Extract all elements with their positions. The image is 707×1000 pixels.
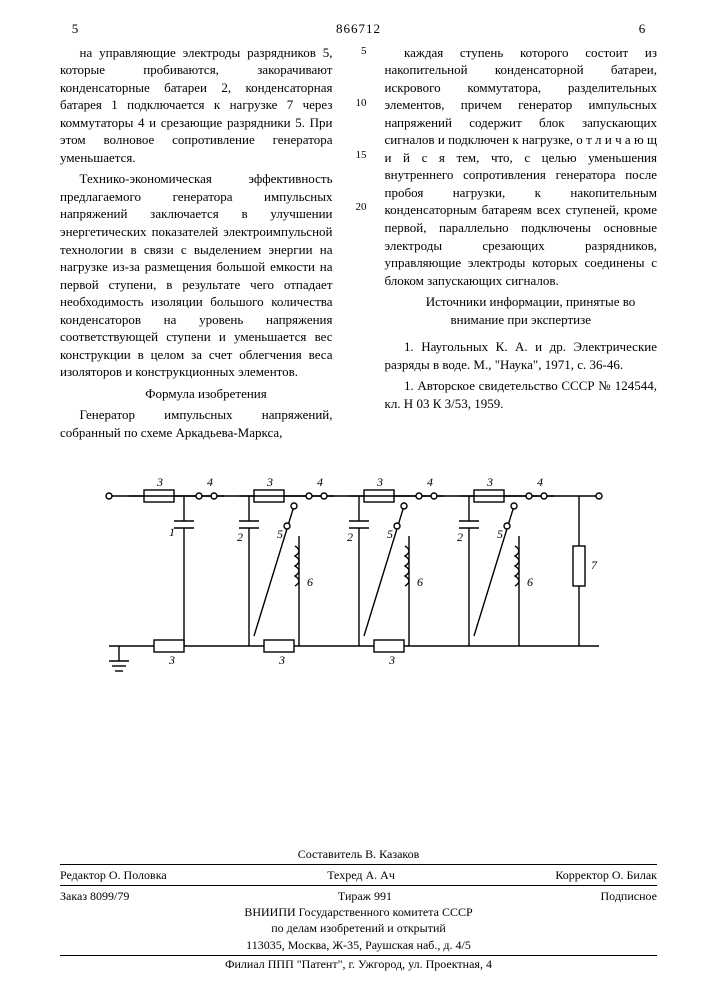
org-line-1: ВНИИПИ Государственного комитета СССР [60, 904, 657, 920]
lbl-3d: 3 [486, 475, 493, 489]
branch: Филиал ППП "Патент", г. Ужгород, ул. Про… [60, 956, 657, 972]
lbl-2c: 2 [457, 530, 463, 544]
page-number-left: 5 [60, 20, 90, 38]
lbl-5b: 5 [387, 527, 393, 541]
lbl-2a: 2 [237, 530, 243, 544]
lbl-5a: 5 [277, 527, 283, 541]
ln-5: 5 [351, 44, 367, 96]
lbl-6b: 6 [417, 575, 423, 589]
circuit-diagram: 3 4 3 4 3 4 3 4 1 2 5 6 2 5 6 2 5 6 7 3 [60, 466, 657, 676]
lbl-4b: 4 [317, 475, 323, 489]
lbl-3g: 3 [388, 653, 395, 667]
left-p3: Генератор импульсных напряжений, собранн… [60, 406, 333, 441]
lbl-4c: 4 [427, 475, 433, 489]
circuit-svg: 3 4 3 4 3 4 3 4 1 2 5 6 2 5 6 2 5 6 7 3 [99, 466, 619, 676]
lbl-2b: 2 [347, 530, 353, 544]
lbl-3b: 3 [266, 475, 273, 489]
document-number: 866712 [90, 20, 627, 38]
lbl-5c: 5 [497, 527, 503, 541]
signed: Подписное [601, 888, 658, 904]
org-line-2: по делам изобретений и открытий [60, 920, 657, 936]
lbl-3a: 3 [156, 475, 163, 489]
lbl-4d: 4 [537, 475, 543, 489]
ln-20: 20 [351, 200, 367, 252]
formula-title: Формула изобретения [60, 385, 333, 403]
right-column: каждая ступень которого состоит из накоп… [385, 44, 658, 446]
page: 5 866712 6 на управляющие электроды разр… [0, 0, 707, 1000]
lbl-3c: 3 [376, 475, 383, 489]
tirage: Тираж 991 [338, 888, 392, 904]
editor: Редактор О. Половка [60, 867, 167, 883]
tech-editor: Техред А. Ач [327, 867, 395, 883]
page-header: 5 866712 6 [60, 20, 657, 38]
page-number-right: 6 [627, 20, 657, 38]
lbl-7: 7 [591, 558, 598, 572]
composer: Составитель В. Казаков [60, 846, 657, 862]
left-column: на управляющие электроды разрядников 5, … [60, 44, 333, 446]
source-1: 1. Наугольных К. А. и др. Электрические … [385, 338, 658, 373]
left-p2: Технико-экономическая эффективность пред… [60, 170, 333, 381]
lbl-3f: 3 [278, 653, 285, 667]
corrector: Корректор О. Билак [555, 867, 657, 883]
right-p1: каждая ступень которого состоит из накоп… [385, 44, 658, 290]
footer: Составитель В. Казаков Редактор О. Полов… [60, 846, 657, 972]
lbl-4a: 4 [207, 475, 213, 489]
order-no: Заказ 8099/79 [60, 888, 129, 904]
source-2: 1. Авторское свидетельство СССР № 124544… [385, 377, 658, 412]
lbl-6c: 6 [527, 575, 533, 589]
address: 113035, Москва, Ж-35, Раушская наб., д. … [60, 937, 657, 956]
sources-title: Источники информации, принятые во вниман… [385, 293, 658, 328]
ln-10: 10 [351, 96, 367, 148]
lbl-1: 1 [169, 525, 175, 539]
text-columns: на управляющие электроды разрядников 5, … [60, 44, 657, 446]
left-p1: на управляющие электроды разрядников 5, … [60, 44, 333, 167]
ln-15: 15 [351, 148, 367, 200]
lbl-6a: 6 [307, 575, 313, 589]
line-numbers: 5 10 15 20 [351, 44, 367, 446]
lbl-3e: 3 [168, 653, 175, 667]
